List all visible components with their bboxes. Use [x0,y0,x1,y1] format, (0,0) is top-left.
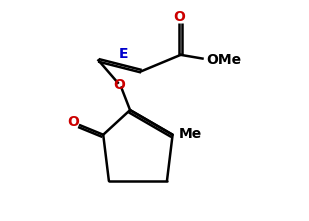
Text: O: O [174,10,185,24]
Text: E: E [118,47,128,61]
Text: Me: Me [179,127,202,141]
Text: O: O [114,78,125,92]
Text: OMe: OMe [206,53,241,67]
Text: O: O [68,114,79,129]
